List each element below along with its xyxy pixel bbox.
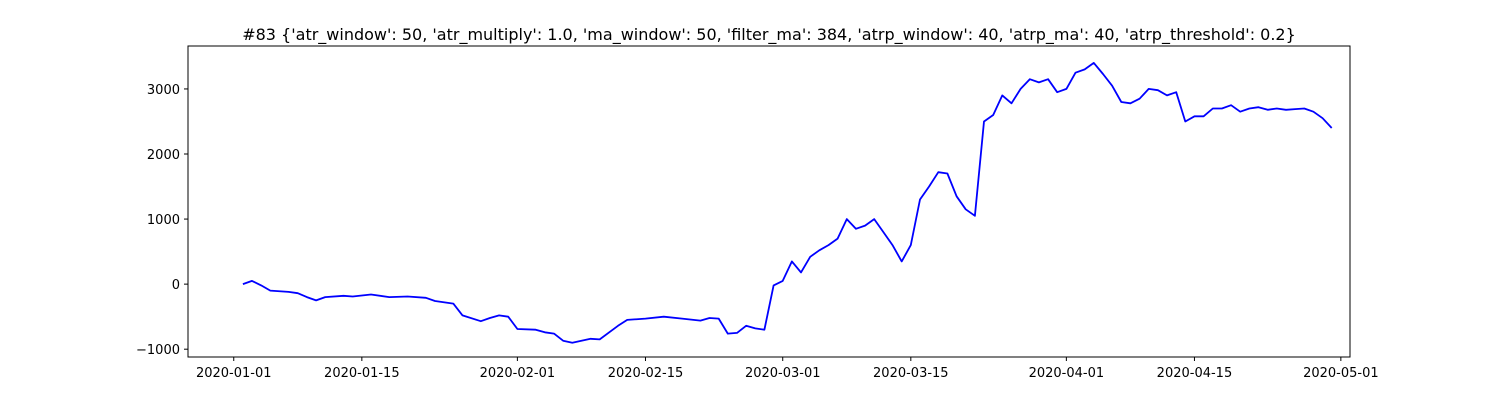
x-tick-label: 2020-04-15 [1157, 366, 1233, 381]
y-tick-label: 2000 [147, 148, 180, 163]
y-tick-label: 0 [172, 278, 180, 293]
x-tick-label: 2020-03-15 [873, 366, 949, 381]
axes-frame [187, 45, 1351, 358]
y-tick-label: 3000 [147, 83, 180, 98]
y-tick-label: −1000 [136, 343, 180, 358]
y-tick-label: 1000 [147, 213, 180, 228]
x-tick-label: 2020-05-01 [1303, 366, 1379, 381]
x-tick-label: 2020-03-01 [745, 366, 821, 381]
x-tick-label: 2020-01-15 [324, 366, 400, 381]
series-line [242, 62, 1333, 344]
x-tick-label: 2020-01-01 [196, 366, 272, 381]
x-tick-label: 2020-02-15 [608, 366, 684, 381]
y-axis: −1000 0 1000 2000 3000 [136, 83, 188, 358]
x-tick-label: 2020-02-01 [480, 366, 556, 381]
x-tick-label: 2020-04-01 [1029, 366, 1105, 381]
plot-area [242, 62, 1333, 344]
chart-title: #83 {'atr_window': 50, 'atr_multiply': 1… [242, 25, 1296, 45]
x-axis: 2020-01-01 2020-01-15 2020-02-01 2020-02-15… [196, 357, 1379, 381]
